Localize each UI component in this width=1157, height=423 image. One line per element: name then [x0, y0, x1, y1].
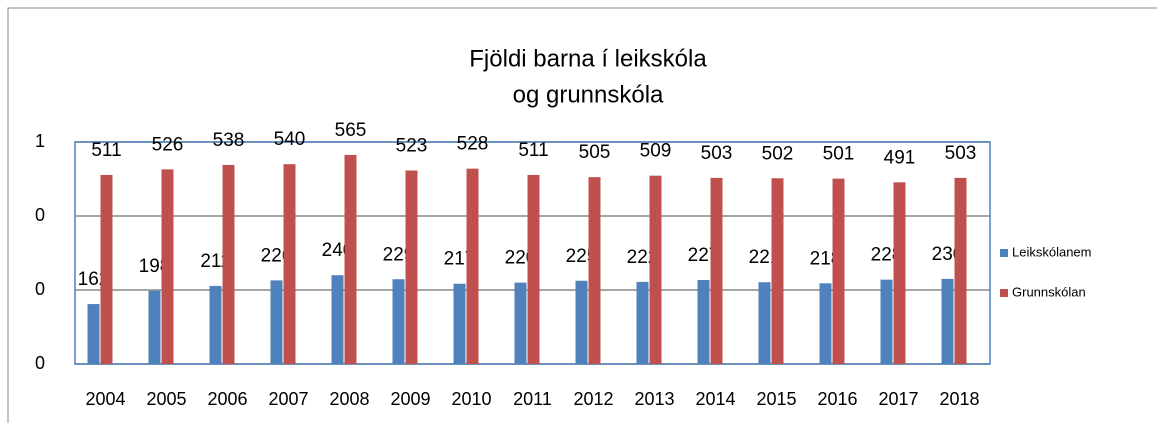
data-label: 501: [823, 144, 855, 165]
y-tick-label: 0: [35, 205, 45, 225]
bar: [148, 290, 161, 364]
data-label: 565: [335, 120, 367, 141]
bar: [758, 282, 771, 364]
bar: [527, 174, 540, 364]
x-tick-label: 2008: [329, 389, 369, 409]
bar: [954, 177, 967, 364]
bar: [575, 280, 588, 364]
x-tick-label: 2009: [390, 389, 430, 409]
bar: [405, 170, 418, 364]
legend-swatch: [1000, 249, 1008, 257]
x-tick-label: 2018: [939, 389, 979, 409]
y-tick-label: 0: [35, 353, 45, 373]
data-label: 540: [274, 129, 306, 150]
x-tick-label: 2013: [634, 389, 674, 409]
chart-title: Fjöldi barna í leikskóla: [469, 45, 707, 72]
data-label: 523: [396, 136, 428, 157]
data-label: 503: [701, 143, 733, 164]
legend-label: Grunnskólan: [1012, 284, 1086, 299]
x-tick-label: 2007: [268, 389, 308, 409]
chart-title: og grunnskóla: [513, 81, 664, 108]
x-tick-label: 2010: [451, 389, 491, 409]
data-label: 528: [457, 134, 489, 155]
x-tick-label: 2006: [207, 389, 247, 409]
y-tick-label: 1: [35, 131, 45, 151]
bar: [893, 182, 906, 364]
bar: [87, 304, 100, 364]
bar: [161, 169, 174, 364]
bar: [819, 283, 832, 364]
legend-label: Leikskólanem: [1012, 244, 1092, 259]
bar: [209, 285, 222, 364]
bar: [710, 177, 723, 364]
bar: [880, 279, 893, 364]
bar: [331, 275, 344, 364]
data-label: 538: [213, 130, 245, 151]
x-tick-label: 2005: [146, 389, 186, 409]
bar: [283, 164, 296, 364]
data-label: 502: [762, 143, 794, 164]
x-tick-label: 2015: [756, 389, 796, 409]
data-label: 503: [945, 143, 977, 164]
y-tick-label: 0: [35, 279, 45, 299]
bar: [832, 178, 845, 364]
x-tick-label: 2014: [695, 389, 735, 409]
x-tick-label: 2011: [513, 389, 552, 409]
bar: [697, 280, 710, 364]
data-label: 509: [640, 141, 672, 162]
bar: [466, 168, 479, 364]
x-tick-label: 2016: [817, 389, 857, 409]
bar: [222, 164, 235, 364]
bar: [636, 281, 649, 364]
bar: [270, 280, 283, 364]
x-tick-label: 2012: [573, 389, 613, 409]
bar: [649, 175, 662, 364]
data-label: 511: [91, 140, 121, 161]
data-label: 526: [152, 134, 184, 155]
data-label: 511: [518, 140, 548, 161]
bar: [941, 278, 954, 364]
x-tick-label: 2017: [878, 389, 918, 409]
bar: [344, 154, 357, 364]
bar: [100, 174, 113, 364]
data-label: 505: [579, 142, 611, 163]
bar: [771, 178, 784, 364]
x-tick-label: 2004: [85, 389, 125, 409]
legend-swatch: [1000, 289, 1008, 297]
chart-border: [7, 7, 1157, 423]
bar: [588, 177, 601, 364]
bar: [453, 283, 466, 364]
data-label: 491: [884, 147, 916, 168]
bar: [392, 279, 405, 364]
bar: [514, 282, 527, 364]
